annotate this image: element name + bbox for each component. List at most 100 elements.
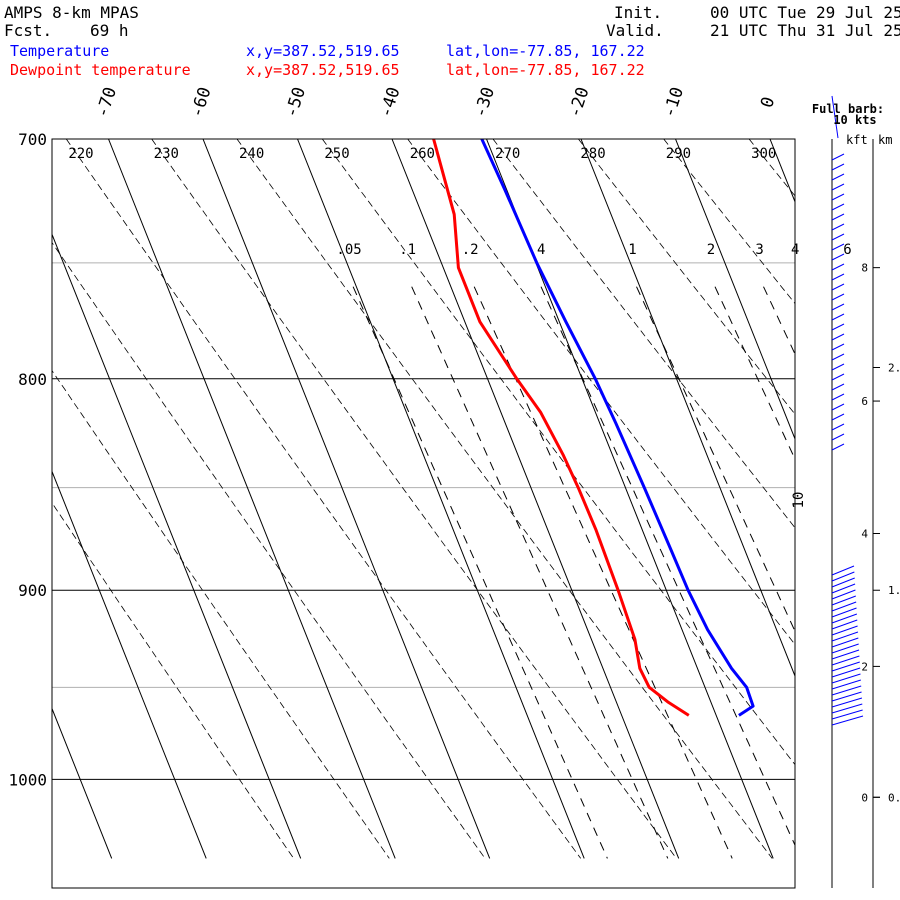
wind-barb <box>831 153 845 161</box>
mixing-ratio-line <box>540 286 795 847</box>
dry-adiabat-line <box>663 139 795 305</box>
legend-dewpoint-latlon: lat,lon=-77.85, 167.22 <box>446 61 645 79</box>
isotherm-line <box>52 233 302 859</box>
wind-barb <box>831 619 858 630</box>
isotherm-line <box>391 139 680 859</box>
wind-barb <box>831 631 859 642</box>
wind-barb <box>831 263 845 271</box>
isotherm-line <box>52 470 207 859</box>
legend-dewpoint-name: Dewpoint temperature <box>10 61 191 79</box>
wind-barb <box>831 343 845 351</box>
legend-temperature-latlon: lat,lon=-77.85, 167.22 <box>446 42 645 60</box>
kft-tick-label: 8 <box>861 262 868 275</box>
mixing-ratio-label: 3 <box>755 242 763 258</box>
wind-barb <box>831 353 845 361</box>
mixing-ratio-label: 10 <box>791 492 807 509</box>
wind-barb <box>831 709 863 720</box>
forecast-hours: 69 h <box>90 21 129 40</box>
wind-barb <box>831 423 845 431</box>
km-tick-label: 1. <box>888 584 900 597</box>
legend-dewpoint-xy: x,y=387.52,519.65 <box>246 61 400 79</box>
plot-frame <box>51 138 796 889</box>
wind-barb <box>831 613 858 624</box>
wind-barb <box>831 183 845 191</box>
isotherm-line <box>580 139 795 678</box>
mixing-ratio-label: .2 <box>462 242 479 258</box>
mixing-ratio-label: .05 <box>336 242 361 258</box>
dry-adiabat-line <box>236 139 773 859</box>
isotherm-line <box>865 139 900 858</box>
isotherm-line <box>202 139 491 859</box>
wind-barb <box>831 685 862 696</box>
wind-barb <box>831 173 845 181</box>
mixing-ratio-line <box>714 286 795 461</box>
wind-barb <box>831 601 857 612</box>
dry-adiabat-line <box>52 502 295 859</box>
dry-adiabat-line <box>407 139 795 646</box>
wind-barb <box>831 625 858 636</box>
dry-adiabat-label: 240 <box>239 146 264 162</box>
wind-barb <box>831 673 861 684</box>
dry-adiabat-label: 260 <box>410 146 435 162</box>
isotherm-line <box>52 707 113 859</box>
wind-barb <box>831 273 845 281</box>
dry-adiabat-label: 230 <box>154 146 179 162</box>
dry-adiabat-line <box>65 139 582 859</box>
model-title: AMPS 8-km MPAS <box>4 3 139 22</box>
wind-barb <box>831 403 845 411</box>
wind-barb <box>831 697 863 708</box>
wind-barb <box>831 223 845 231</box>
wind-barb <box>831 253 845 261</box>
valid-time: 21 UTC Thu 31 Jul 25 <box>710 21 900 40</box>
wind-barb <box>831 373 845 381</box>
dry-adiabat-label: 280 <box>580 146 605 162</box>
km-axis-label: km <box>878 133 892 147</box>
km-tick-label: 0. <box>888 791 900 804</box>
mixing-ratio-label: 2 <box>707 242 715 258</box>
wind-barb <box>831 333 845 341</box>
temperature-tick-label: 0 <box>757 94 779 110</box>
wind-barb <box>831 595 856 606</box>
wind-barb <box>831 607 857 618</box>
wind-barb <box>831 413 845 421</box>
dry-adiabat-line <box>578 139 795 415</box>
wind-barb <box>831 193 845 201</box>
full-barb-note: Full barb: <box>812 102 884 116</box>
wind-barb <box>831 571 855 582</box>
wind-barb <box>831 283 845 291</box>
kft-axis-label: kft <box>846 133 868 147</box>
wind-barb <box>831 293 845 301</box>
isotherm-line <box>675 139 795 441</box>
mixing-ratio-label: 1 <box>628 242 636 258</box>
wind-barb <box>831 243 845 251</box>
temperature-tick-label: -40 <box>376 85 405 120</box>
wind-barb <box>831 667 861 678</box>
dry-adiabat-label: 250 <box>324 146 349 162</box>
pressure-tick-label: 900 <box>18 581 47 600</box>
pressure-tick-label: 800 <box>18 370 47 389</box>
wind-barb <box>831 637 859 648</box>
temperature-tick-label: -20 <box>565 85 594 120</box>
dry-adiabat-line <box>52 369 390 859</box>
mixing-ratio-line <box>411 286 669 859</box>
wind-barb <box>831 163 845 171</box>
wind-barb-top <box>831 95 839 139</box>
wind-barb <box>831 643 859 654</box>
wind-barb <box>831 589 856 600</box>
pressure-tick-label: 700 <box>18 130 47 149</box>
forecast-label: Fcst. <box>4 21 53 40</box>
dry-adiabat-line <box>321 139 795 766</box>
kft-tick-label: 0 <box>861 791 868 804</box>
wind-barb <box>831 679 861 690</box>
wind-barb <box>831 649 860 660</box>
dewpoint-profile-line <box>432 139 690 717</box>
wind-barb <box>831 233 845 241</box>
pressure-tick-label: 1000 <box>8 770 47 789</box>
dry-adiabat-line <box>492 139 795 529</box>
wind-barb <box>831 323 845 331</box>
mixing-ratio-line <box>636 286 795 633</box>
dry-adiabat-label: 290 <box>666 146 691 162</box>
mixing-ratio-line <box>473 286 733 859</box>
wind-barb <box>831 383 845 391</box>
